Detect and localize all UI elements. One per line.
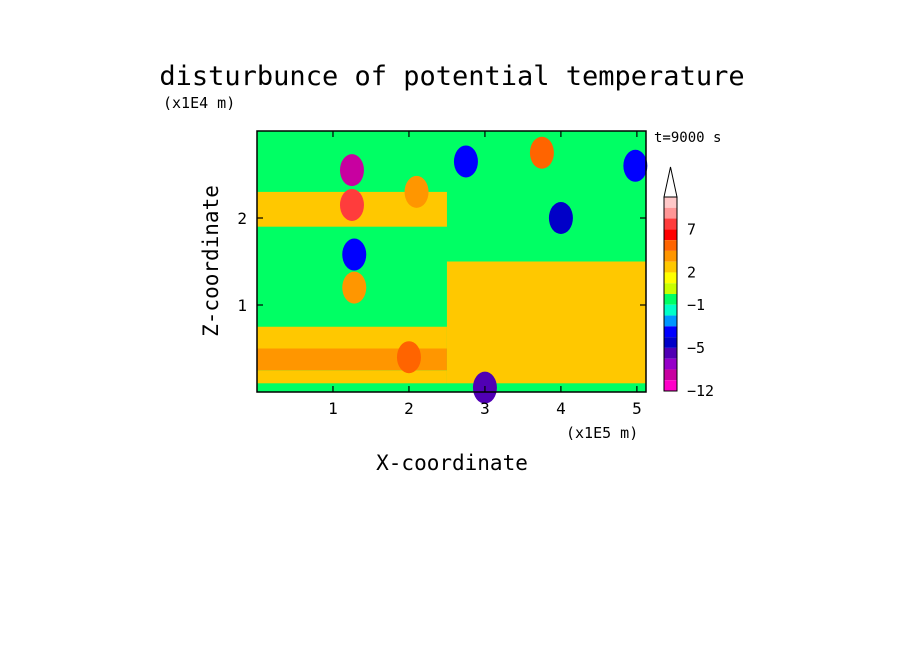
contour-feature <box>404 175 429 208</box>
colorbar: 7 2 −1 −5 −12 <box>663 166 714 400</box>
x-tick-label: 3 <box>480 399 490 418</box>
y-axis-title: Z-coordinate <box>199 185 223 337</box>
chart-title: disturbunce of potential temperature <box>159 61 744 92</box>
colorbar-swatch <box>664 218 677 230</box>
time-label: t=9000 s <box>654 130 721 146</box>
contour-band <box>257 370 447 384</box>
colorbar-arrow <box>663 166 678 198</box>
plot-frame <box>256 130 647 393</box>
colorbar-label: −5 <box>687 339 705 357</box>
colorbar-swatch <box>664 337 677 348</box>
colorbar-swatch <box>664 261 677 273</box>
colorbar-swatch <box>664 197 677 208</box>
contour-feature <box>541 289 566 321</box>
colorbar-swatch <box>664 283 677 294</box>
contour-field <box>257 136 648 404</box>
colorbar-frame <box>663 196 678 392</box>
x-tick-label: 2 <box>404 399 414 418</box>
contour-feature <box>529 136 554 169</box>
x-axis-title: X-coordinate <box>376 451 528 475</box>
colorbar-swatch <box>664 207 677 219</box>
colorbar-swatch <box>664 326 677 338</box>
contour-feature <box>396 341 421 374</box>
colorbar-swatch <box>664 369 677 381</box>
contour-band <box>257 326 447 349</box>
contour-feature <box>623 149 648 182</box>
contour-feature <box>342 238 367 271</box>
contour-band <box>257 226 447 240</box>
y-unit-label: (x1E4 m) <box>163 94 235 112</box>
colorbar-swatch <box>664 347 677 359</box>
x-unit-label: (x1E5 m) <box>566 424 638 442</box>
contour-feature <box>548 202 573 234</box>
colorbar-label: −1 <box>687 296 705 314</box>
colorbar-label: 2 <box>687 263 696 281</box>
contour-band <box>446 261 646 384</box>
x-tick-label: 4 <box>556 399 566 418</box>
y-tick-label: 1 <box>237 296 247 315</box>
contour-band <box>257 383 447 392</box>
colorbar-swatch <box>664 380 677 391</box>
colorbar-swatch <box>664 315 677 327</box>
x-axis: 1 2 3 4 5 <box>328 131 642 418</box>
colorbar-swatch <box>664 240 677 251</box>
y-tick-label: 2 <box>237 209 247 228</box>
colorbar-swatch <box>664 272 677 284</box>
colorbar-label: 7 <box>687 220 696 238</box>
colorbar-swatch <box>664 304 677 316</box>
x-tick-label: 5 <box>632 399 642 418</box>
contour-feature <box>342 271 367 304</box>
colorbar-swatch <box>664 294 677 305</box>
contour-feature <box>339 188 364 221</box>
colorbar-label: −12 <box>687 382 714 400</box>
contour-feature <box>339 154 364 187</box>
x-tick-label: 1 <box>328 399 338 418</box>
colorbar-swatch <box>664 250 677 262</box>
contour-feature <box>453 145 478 178</box>
colorbar-swatch <box>664 358 677 370</box>
colorbar-swatch <box>664 229 677 241</box>
y-axis: 12 <box>237 209 646 315</box>
